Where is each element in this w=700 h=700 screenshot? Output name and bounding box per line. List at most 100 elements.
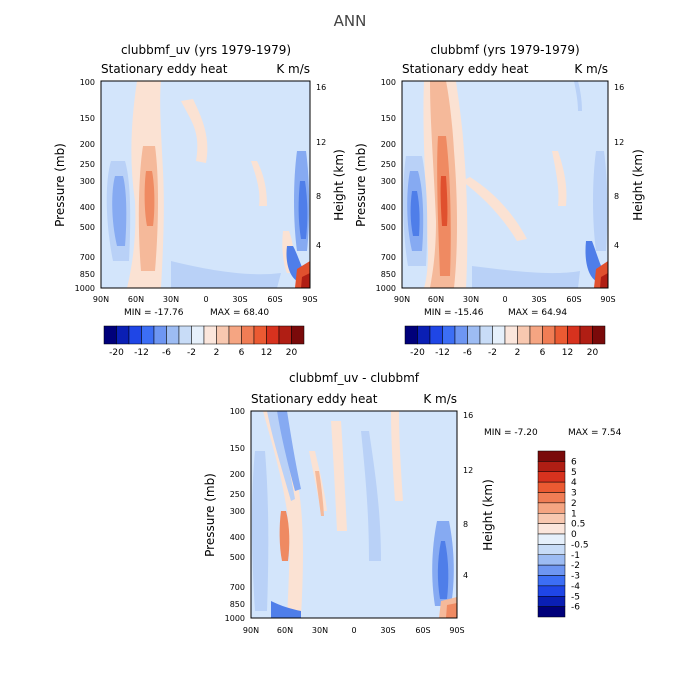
y-tick: 250 (80, 160, 95, 169)
y2-ticks: 16 12 8 4 (316, 83, 326, 250)
colorbar-swatch (537, 554, 566, 566)
colorbar-swatch (216, 325, 230, 345)
y2-tick: 8 (463, 520, 468, 529)
equatorial-positive (331, 421, 347, 531)
colorbar-swatch (141, 325, 155, 345)
colorbar-swatch (537, 523, 566, 535)
x-tick: 60N (428, 295, 444, 304)
colorbar-swatch (492, 325, 506, 345)
colorbar-label: -3 (571, 572, 580, 582)
colorbar-label: -6 (571, 603, 580, 613)
y-tick: 100 (80, 78, 95, 87)
colorbar-swatch (537, 533, 566, 545)
y2-tick: 16 (316, 83, 326, 92)
positive-max (144, 171, 155, 226)
y2-tick: 4 (614, 241, 619, 250)
panel-clubbmf-uv: clubbmf_uv (yrs 1979-1979) Stationary ed… (53, 43, 346, 358)
y-tick: 500 (230, 553, 245, 562)
colorbar-swatch (537, 596, 566, 607)
colorbar-swatch (567, 325, 581, 345)
colorbar-swatch (537, 471, 566, 483)
colorbar-swatch (517, 325, 531, 345)
surface-negative (171, 261, 281, 288)
midlat-positive (552, 151, 567, 206)
colorbar-swatch (542, 325, 556, 345)
x-tick: 90S (449, 626, 464, 635)
panel-subtitle-right: K m/s (276, 62, 310, 76)
colorbar-label: 6 (239, 348, 245, 358)
y2-tick: 12 (316, 138, 326, 147)
page-title: ANN (334, 12, 367, 30)
y-tick: 200 (230, 470, 245, 479)
colorbar-swatch (404, 325, 418, 345)
colorbar-horizontal: -20 -12 -6 -2 2 6 12 20 (103, 325, 305, 358)
positive-max (279, 511, 290, 561)
colorbar-label: -0.5 (571, 540, 589, 550)
colorbar-label: 5 (571, 468, 577, 478)
y-tick: 850 (80, 270, 95, 279)
panel-difference: clubbmf_uv - clubbmf Stationary eddy hea… (203, 371, 622, 635)
colorbar-label: 4 (571, 478, 577, 488)
y-tick: 150 (381, 114, 396, 123)
y-tick: 150 (230, 444, 245, 453)
y-axis-label: Pressure (mb) (354, 143, 368, 227)
y2-tick: 8 (316, 192, 321, 201)
colorbar-swatch (479, 325, 493, 345)
y-tick: 200 (381, 140, 396, 149)
contour-field (250, 410, 458, 619)
positive-peak (440, 176, 448, 226)
polar-surface-max (446, 603, 457, 618)
colorbar-label: 6 (571, 457, 577, 467)
y-tick: 250 (230, 490, 245, 499)
x-tick: 30N (163, 295, 179, 304)
polar-negative-core (437, 541, 449, 599)
y2-tick: 12 (463, 466, 473, 475)
colorbar-label: -5 (571, 592, 580, 602)
colorbar-swatch (537, 492, 566, 504)
colorbar-horizontal: -20 -12 -6 -2 2 6 12 20 (404, 325, 606, 358)
colorbar-swatch (454, 325, 468, 345)
colorbar-swatch (429, 325, 443, 345)
colorbar-swatch (537, 575, 566, 587)
colorbar-label: -12 (134, 348, 149, 358)
colorbar-swatch (178, 325, 192, 345)
panel-subtitle-right: K m/s (574, 62, 608, 76)
min-label: MIN = -17.76 (124, 308, 184, 318)
colorbar-swatch (228, 325, 242, 345)
colorbar-swatch (166, 325, 180, 345)
panel-subtitle-left: Stationary eddy heat (402, 62, 529, 76)
colorbar-swatch (467, 325, 481, 345)
y-ticks-left: 100 150 200 250 300 400 500 700 850 1000 (225, 407, 245, 623)
plot-frame (250, 410, 458, 619)
upper-negative (267, 411, 295, 501)
y2-axis-label: Height (km) (332, 149, 346, 220)
colorbar-swatch (537, 564, 566, 576)
panel-subtitle-left: Stationary eddy heat (101, 62, 228, 76)
colorbar-swatch (241, 325, 255, 345)
x-tick: 30N (312, 626, 328, 635)
x-ticks: 90N 60N 30N 0 30S 60S 90S (93, 295, 318, 304)
colorbar-label: -20 (109, 348, 124, 358)
y-tick: 1000 (376, 284, 396, 293)
plot-frame (100, 80, 311, 289)
y-tick: 100 (381, 78, 396, 87)
colorbar-label: 0 (571, 530, 577, 540)
colorbar-swatch (537, 461, 566, 472)
colorbar-swatch (537, 606, 566, 618)
x-tick: 90S (600, 295, 615, 304)
x-tick: 90N (394, 295, 410, 304)
min-label: MIN = -7.20 (484, 428, 538, 438)
colorbar-label: -2 (187, 348, 196, 358)
colorbar-swatch (537, 481, 566, 493)
panel-title: clubbmf_uv - clubbmf (289, 371, 420, 385)
colorbar-swatch (537, 585, 566, 597)
x-ticks: 90N 60N 30N 0 30S 60S 90S (394, 295, 616, 304)
colorbar-swatch (291, 325, 305, 345)
y-tick: 300 (230, 507, 245, 516)
colorbar-label: 2 (571, 499, 577, 509)
colorbar-swatch (278, 325, 292, 345)
colorbar-label: -2 (488, 348, 497, 358)
colorbar-label: 12 (562, 348, 573, 358)
colorbar-swatch (266, 325, 280, 345)
x-tick: 90N (243, 626, 259, 635)
